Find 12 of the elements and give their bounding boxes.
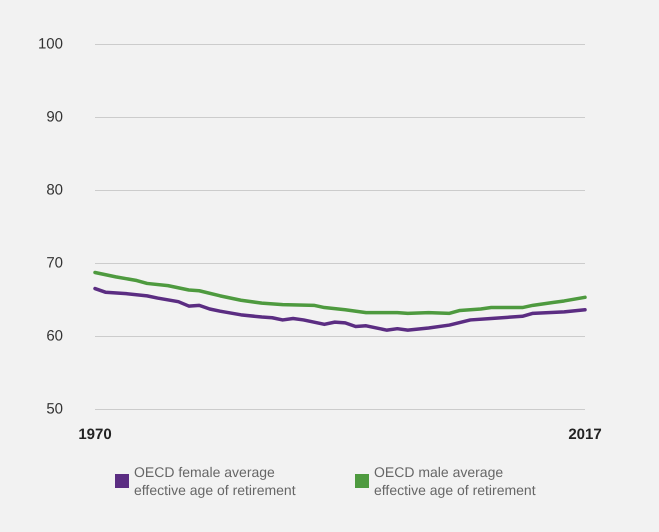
line-series: [93, 270, 587, 316]
y-tick-label: 80: [46, 182, 63, 198]
line-series: [93, 286, 587, 332]
y-tick-label: 50: [46, 400, 63, 418]
legend-label: OECD female average effective age of retirement: [134, 464, 296, 498]
y-tick-label: 100: [38, 36, 63, 52]
x-tick-label: 2017: [568, 426, 602, 443]
x-tick-label: 1970: [78, 426, 112, 443]
y-tick-label: 90: [46, 108, 63, 126]
legend-label: OECD male average effective age of retirement: [374, 464, 536, 498]
y-tick-label: 60: [46, 328, 63, 344]
y-tick-label: 70: [46, 254, 63, 272]
